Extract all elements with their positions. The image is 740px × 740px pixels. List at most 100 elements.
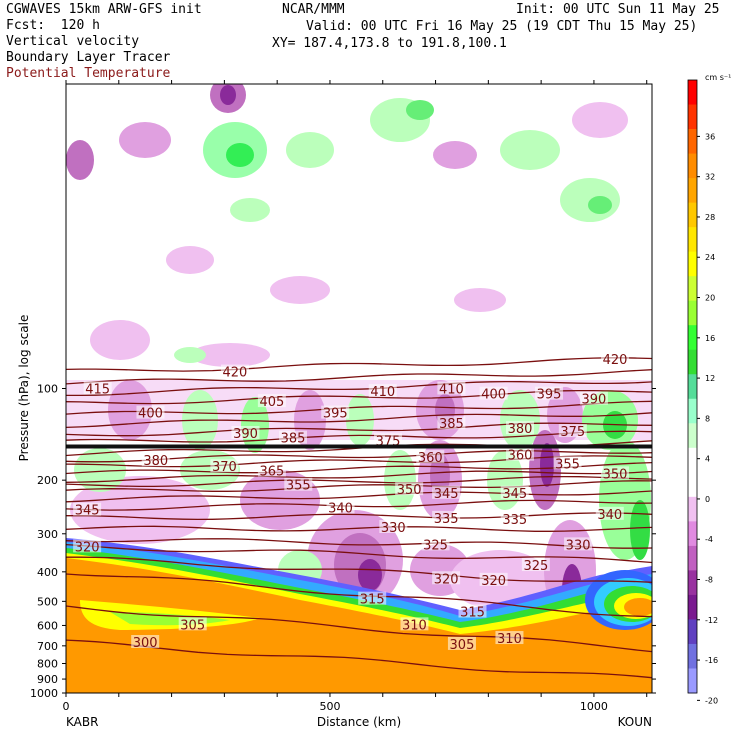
center-label: NCAR/MMM bbox=[282, 2, 345, 17]
theta-label-bg bbox=[432, 571, 461, 585]
theta-contour-label: 310 bbox=[402, 618, 427, 633]
valid-time: Valid: 00 UTC Fri 16 May 25 (19 CDT Thu … bbox=[306, 19, 698, 34]
theta-contour-label: 340 bbox=[597, 508, 622, 523]
colorbar-swatch bbox=[688, 178, 697, 204]
theta-contour-label: 405 bbox=[259, 395, 284, 410]
colorbar-tick-label: 16 bbox=[705, 334, 715, 343]
theta-label-bg bbox=[83, 381, 112, 395]
colorbar-swatch bbox=[688, 594, 697, 620]
theta-label-bg bbox=[358, 591, 387, 605]
y-tick-label: 100 bbox=[37, 383, 58, 396]
theta-label-bg bbox=[136, 405, 165, 419]
theta-contour-415 bbox=[66, 369, 652, 385]
theta-label-bg bbox=[535, 386, 564, 400]
theta-contour-label: 380 bbox=[143, 454, 168, 469]
colorbar-swatch bbox=[688, 349, 697, 375]
theta-contour-335 bbox=[66, 512, 652, 521]
colorbar-swatch bbox=[688, 276, 697, 302]
model-title: CGWAVES 15km ARW-GFS init bbox=[6, 2, 202, 17]
theta-label-bg bbox=[326, 500, 355, 514]
colorbar-tick-label: 4 bbox=[705, 455, 710, 464]
theta-label-bg bbox=[479, 572, 508, 586]
y-tick-label: 200 bbox=[37, 474, 58, 487]
theta-label-bg bbox=[432, 510, 461, 524]
theta-contour-385 bbox=[66, 430, 652, 443]
colorbar-tick-label: 0 bbox=[705, 495, 710, 504]
theta-contour-label: 385 bbox=[281, 432, 306, 447]
theta-contour-label: 335 bbox=[434, 512, 459, 527]
theta-contour-label: 395 bbox=[537, 388, 562, 403]
theta-contour-label: 400 bbox=[481, 388, 506, 403]
downdraft-blob bbox=[540, 443, 554, 487]
theta-label-bg bbox=[500, 485, 529, 499]
updraft-blob bbox=[286, 132, 334, 168]
theta-contour-420 bbox=[66, 357, 652, 372]
colorbar-swatch bbox=[688, 619, 697, 645]
y-tick-label: 800 bbox=[37, 657, 58, 670]
theta-label-bg bbox=[506, 421, 535, 435]
theta-contour-label: 380 bbox=[508, 422, 533, 437]
theta-label-bg bbox=[379, 520, 408, 534]
theta-contour-325 bbox=[66, 538, 652, 549]
colorbar-swatch bbox=[688, 300, 697, 326]
theta-contour-label: 365 bbox=[259, 465, 284, 480]
colorbar-swatch bbox=[688, 104, 697, 130]
theta-contour-340 bbox=[66, 499, 652, 511]
theta-contour-label: 370 bbox=[212, 460, 237, 475]
theta-label-bg bbox=[220, 364, 249, 378]
boundary-layer-plume-orange bbox=[624, 598, 652, 616]
theta-label-bg bbox=[521, 558, 550, 572]
theta-contour-label: 330 bbox=[566, 538, 591, 553]
theta-contour-345 bbox=[66, 490, 652, 503]
theta-contour-360 bbox=[66, 470, 652, 483]
colorbar-swatch bbox=[688, 570, 697, 596]
theta-contour-label: 350 bbox=[397, 483, 422, 498]
colorbar: 36 32 28 24 20 16 12 8 4 0 -4 -8 -12 -16 -20 bbox=[687, 79, 718, 705]
theta-contour-label: 325 bbox=[423, 538, 448, 553]
colorbar-swatch bbox=[688, 202, 697, 228]
colorbar-swatch bbox=[688, 129, 697, 155]
theta-contour-330 bbox=[66, 525, 652, 532]
colorbar-tick-label: -20 bbox=[705, 696, 718, 705]
theta-label-bg bbox=[601, 351, 630, 365]
downdraft-blob bbox=[572, 102, 628, 138]
updraft-blob bbox=[226, 143, 254, 167]
theta-contour-label: 390 bbox=[233, 427, 258, 442]
theta-label-bg bbox=[458, 604, 487, 618]
theta-label-bg bbox=[437, 416, 466, 430]
colorbar-tick-label: -8 bbox=[705, 576, 713, 585]
theta-label-bg bbox=[479, 386, 508, 400]
updraft-blob bbox=[406, 100, 434, 120]
colorbar-frame bbox=[687, 79, 698, 694]
theta-contour-label: 305 bbox=[180, 618, 205, 633]
downdraft-blob bbox=[270, 276, 330, 304]
theta-label-bg bbox=[432, 485, 461, 499]
x-axis-label: Distance (km) bbox=[317, 715, 401, 729]
y-tick-label: 300 bbox=[37, 528, 58, 541]
theta-contour-305 bbox=[66, 605, 652, 653]
updraft-blob bbox=[241, 397, 269, 453]
colorbar-swatch bbox=[688, 80, 697, 106]
theta-contour-label: 345 bbox=[502, 487, 527, 502]
theta-label-bg bbox=[368, 384, 397, 398]
init-time: Init: 00 UTC Sun 11 May 25 bbox=[516, 2, 720, 17]
field-label-potential-temperature: Potential Temperature bbox=[6, 66, 171, 81]
theta-label-bg bbox=[400, 617, 429, 631]
theta-contour-label: 310 bbox=[497, 632, 522, 647]
theta-contour-315 bbox=[66, 556, 652, 583]
colorbar-tick-label: -4 bbox=[705, 535, 713, 544]
colorbar-swatch bbox=[688, 447, 697, 473]
theta-label-bg bbox=[506, 447, 535, 461]
x-axis: 0 500 1000 bbox=[63, 80, 648, 713]
theta-contour-label: 400 bbox=[138, 407, 163, 422]
theta-label-bg bbox=[257, 463, 286, 477]
theta-label-bg bbox=[579, 391, 608, 405]
colorbar-swatch bbox=[688, 643, 697, 669]
updraft-blob bbox=[500, 130, 560, 170]
theta-contour-label: 350 bbox=[603, 467, 628, 482]
updraft-blob bbox=[230, 198, 270, 222]
xy-endpoints: XY= 187.4,173.8 to 191.8,100.1 bbox=[272, 36, 507, 51]
downdraft-blob bbox=[454, 288, 506, 312]
colorbar-swatch bbox=[688, 227, 697, 253]
